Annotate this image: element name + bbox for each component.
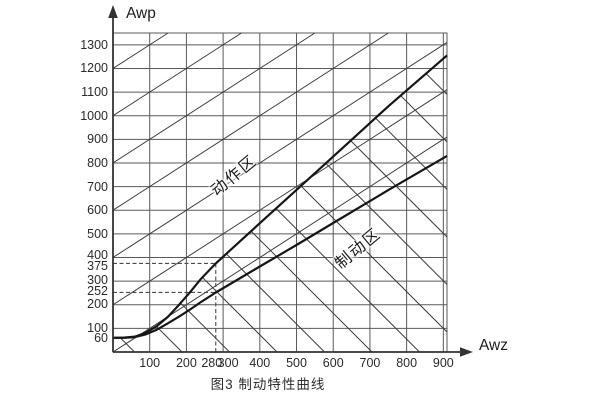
hatch-line-backslash (113, 55, 447, 95)
axes-group (108, 5, 473, 357)
hatch-line-backslash (113, 282, 447, 353)
x-tick-label: 700 (359, 356, 381, 370)
x-tick-label: 300 (217, 356, 239, 370)
action-boundary-curve (112, 54, 448, 339)
x-tick-label: 100 (139, 356, 161, 370)
y-tick-label: 1200 (80, 61, 108, 76)
hatch-line-slash (112, 89, 448, 306)
y-tick-label: 300 (87, 272, 108, 287)
y-tick-label: 375 (87, 258, 108, 273)
y-tick-label: 1000 (80, 108, 108, 123)
y-tick-label: 500 (87, 226, 108, 241)
hatch-line-slash (112, 32, 242, 117)
hatch-line-backslash (113, 55, 447, 285)
x-axis-title: Awz (479, 337, 509, 354)
y-tick-label: 252 (87, 283, 108, 298)
x-tick-label: 500 (286, 356, 307, 370)
x-axis-arrow-icon (460, 347, 473, 357)
hatch-line-slash (112, 32, 169, 69)
y-tick-label: 60 (94, 330, 108, 345)
y-tick-label: 100 (87, 321, 108, 336)
hatch-line-backslash (113, 0, 447, 47)
plot-border (112, 32, 448, 353)
grid-group (112, 32, 448, 353)
hatch-line-backslash (113, 55, 447, 238)
hatch-line-backslash (113, 55, 447, 143)
y-tick-label: 1100 (81, 85, 108, 100)
hatch-line-backslash (113, 55, 447, 353)
y-tick-label: 200 (87, 296, 108, 311)
figure-caption: 图3 制动特性曲线 (210, 377, 326, 392)
hatch-line-backslash (113, 55, 447, 190)
hatch-line-backslash (113, 55, 447, 333)
y-tick-label: 1300 (80, 37, 108, 52)
backslash-hatch-group (113, 0, 447, 353)
x-tick-label: 200 (175, 356, 197, 370)
hatch-line-slash (112, 32, 316, 164)
y-tick-label: 800 (87, 155, 108, 170)
x-tick-label: 800 (396, 356, 418, 370)
y-axis-arrow-icon (108, 5, 118, 18)
brake-boundary-curve (113, 154, 448, 339)
x-tick-label: 280 (201, 356, 223, 370)
reference-lines-group (113, 262, 217, 352)
y-tick-label: 900 (87, 132, 108, 147)
hatch-line-slash (112, 42, 448, 258)
x-tick-label: 400 (249, 356, 271, 370)
hatch-line-slash (112, 32, 389, 211)
y-tick-label: 700 (87, 179, 108, 194)
y-axis-title: Awp (126, 5, 156, 22)
y-tick-label: 600 (87, 203, 108, 218)
slash-hatch-group (112, 32, 448, 353)
y-tick-label: 400 (87, 248, 108, 263)
x-tick-label: 900 (432, 356, 454, 370)
x-tick-label: 600 (322, 356, 344, 370)
